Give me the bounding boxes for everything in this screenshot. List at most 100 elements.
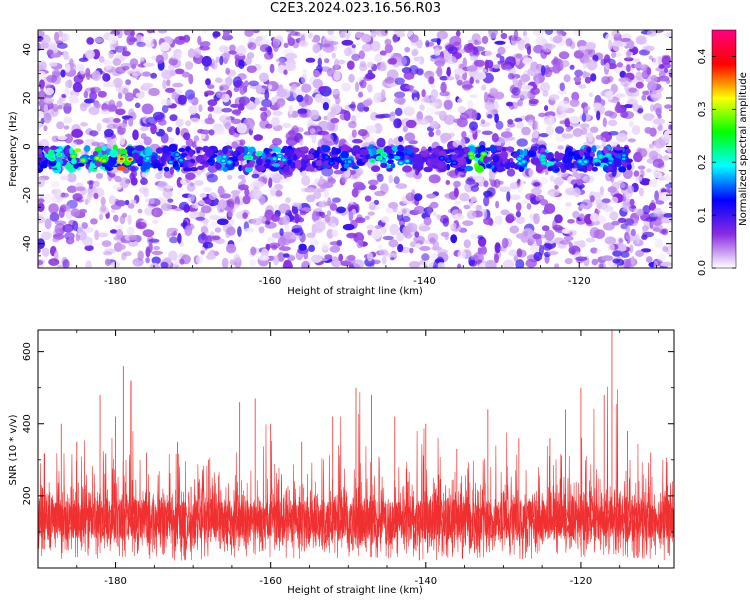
- heatmap-signal-cell: [519, 149, 524, 156]
- heatmap-noise-cell: [242, 212, 248, 220]
- heatmap-signal-cell: [261, 152, 266, 159]
- heatmap-noise-cell: [296, 94, 304, 103]
- heatmap-signal-cell: [586, 147, 591, 153]
- heatmap-frame: [37, 29, 673, 269]
- heatmap-noise-cell: [352, 181, 365, 190]
- heatmap-signal-cell: [396, 150, 401, 157]
- heatmap-noise-cell: [646, 256, 653, 263]
- heatmap-noise-cell: [653, 118, 665, 125]
- heatmap-signal-cell: [233, 150, 238, 157]
- heatmap-noise-cell: [380, 227, 387, 235]
- heatmap-noise-cell: [411, 49, 418, 57]
- heatmap-signal-cell: [73, 148, 82, 153]
- heatmap-noise-cell: [175, 127, 180, 136]
- heatmap-noise-cell: [376, 137, 386, 148]
- heatmap-noise-cell: [398, 136, 404, 142]
- heatmap-noise-cell: [446, 76, 455, 81]
- heatmap-noise-cell: [395, 183, 408, 190]
- colorbar: 0.0 0.1 0.2 0.3 0.4 Normalized spectral ampl…: [697, 29, 749, 276]
- heatmap-noise-cell: [474, 59, 486, 67]
- heatmap-noise-cell: [625, 225, 631, 234]
- heatmap-signal-cell: [523, 148, 528, 156]
- heatmap-noise-cell: [243, 80, 249, 88]
- heatmap-noise-cell: [649, 104, 655, 112]
- heatmap-noise-cell: [330, 117, 340, 124]
- heatmap-noise-cell: [239, 84, 246, 95]
- heatmap-noise-cell: [497, 60, 502, 65]
- heatmap-noise-cell: [540, 82, 551, 93]
- heatmap-noise-cell: [160, 132, 169, 144]
- heatmap-noise-cell: [569, 99, 580, 107]
- heatmap-noise-cell: [164, 87, 176, 93]
- heatmap-noise-cell: [144, 36, 154, 44]
- heatmap-peak-core: [382, 153, 386, 156]
- heatmap-noise-cell: [56, 99, 64, 105]
- heatmap-noise-cell: [552, 224, 563, 231]
- heatmap-peak-core: [470, 156, 474, 159]
- heatmap-signal-cell: [594, 161, 601, 167]
- heatmap-noise-cell: [389, 111, 396, 117]
- heatmap-noise-cell: [555, 126, 564, 134]
- heatmap-noise-cell: [416, 39, 423, 49]
- heatmap-noise-cell: [565, 187, 576, 196]
- heatmap-noise-cell: [565, 38, 573, 47]
- heatmap-noise-cell: [394, 91, 406, 99]
- heatmap-noise-cell: [357, 129, 368, 137]
- heatmap-peak-core: [598, 155, 603, 158]
- heatmap-signal-cell: [256, 158, 263, 166]
- heatmap-noise-cell: [355, 217, 366, 224]
- heatmap-noise-cell: [244, 227, 255, 233]
- heatmap-noise-cell: [432, 211, 437, 217]
- heatmap-noise-cell: [113, 77, 123, 88]
- heatmap-noise-cell: [219, 188, 225, 195]
- heatmap-noise-cell: [515, 202, 522, 212]
- heatmap-noise-cell: [373, 92, 382, 103]
- heatmap-noise-cell: [358, 91, 364, 98]
- heatmap-noise-cell: [470, 196, 477, 203]
- heatmap-noise-cell: [580, 127, 588, 135]
- heatmap-noise-cell: [520, 74, 531, 83]
- heatmap-noise-cell: [533, 213, 540, 225]
- heatmap-noise-cell: [352, 138, 363, 144]
- heatmap-noise-cell: [407, 222, 418, 233]
- heatmap-noise-cell: [402, 125, 408, 133]
- heatmap-signal-cell: [238, 164, 243, 172]
- heatmap-noise-cell: [363, 106, 370, 112]
- heatmap-noise-cell: [225, 67, 231, 75]
- heatmap-noise-cell: [38, 216, 46, 224]
- heatmap-noise-cell: [446, 66, 451, 77]
- heatmap-noise-cell: [564, 258, 573, 265]
- heatmap-noise-cell: [384, 38, 392, 46]
- heatmap-noise-cell: [314, 93, 323, 103]
- heatmap-peak-core: [128, 157, 132, 161]
- heatmap-noise-cell: [401, 216, 411, 223]
- heatmap-noise-cell: [593, 229, 606, 240]
- heatmap-noise-cell: [572, 128, 583, 137]
- heatmap-noise-cell: [429, 102, 440, 107]
- heatmap-peak-core: [452, 161, 457, 165]
- heatmap-signal-cell: [321, 164, 327, 169]
- heatmap-peak-core: [347, 160, 352, 163]
- heatmap-noise-cell: [219, 84, 230, 91]
- heatmap-noise-cell: [285, 131, 295, 141]
- heatmap-noise-cell: [80, 122, 88, 127]
- heatmap-noise-cell: [62, 259, 70, 268]
- heatmap-signal-cell: [71, 158, 77, 165]
- heatmap-noise-cell: [624, 218, 635, 226]
- heatmap-noise-cell: [365, 72, 376, 80]
- heatmap-noise-cell: [341, 82, 352, 92]
- heatmap-peak-core: [179, 158, 183, 162]
- heatmap-noise-cell: [301, 83, 312, 93]
- heatmap-noise-cell: [303, 251, 309, 260]
- heatmap-noise-cell: [404, 232, 413, 239]
- heatmap-noise-cell: [515, 233, 526, 239]
- heatmap-noise-cell: [285, 52, 298, 60]
- heatmap-noise-cell: [195, 216, 206, 221]
- heatmap-noise-cell: [161, 69, 173, 80]
- heatmap-noise-cell: [153, 245, 161, 251]
- heatmap-noise-cell: [532, 233, 542, 240]
- heatmap-noise-cell: [199, 129, 211, 135]
- heatmap-noise-cell: [61, 102, 72, 107]
- heatmap-noise-cell: [250, 246, 257, 256]
- heatmap-noise-cell: [201, 55, 212, 67]
